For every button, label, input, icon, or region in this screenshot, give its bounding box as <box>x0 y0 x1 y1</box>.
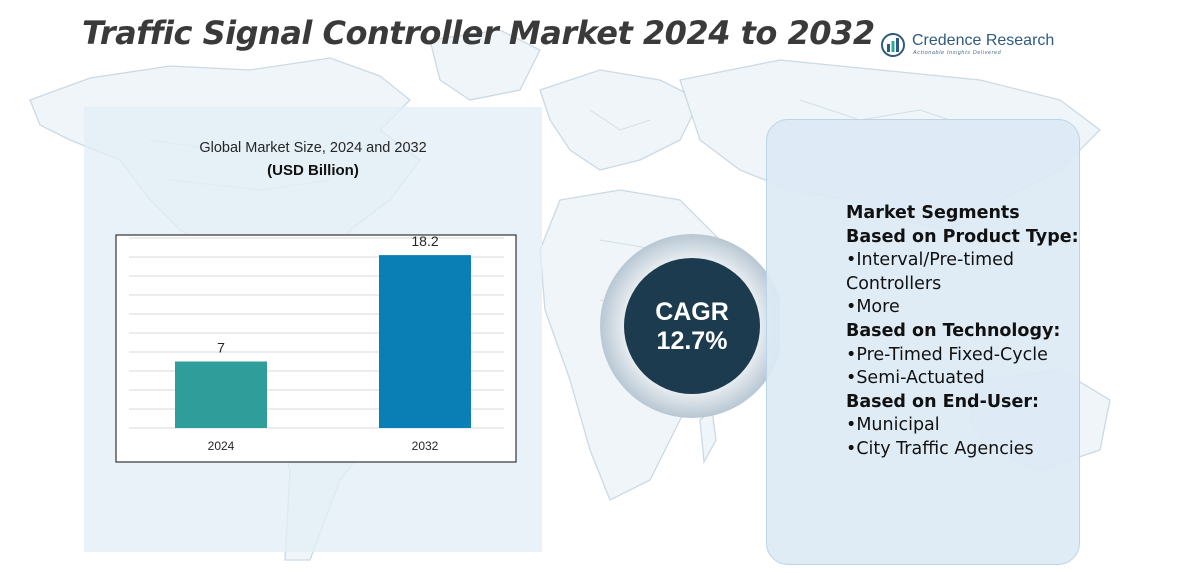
chart-subtitle: (USD Billion) <box>267 162 359 179</box>
segments-panel <box>766 119 1080 565</box>
bar-2032 <box>379 255 471 428</box>
segment-item: •Semi-Actuated <box>846 368 985 389</box>
segment-item: •More <box>846 297 900 318</box>
map-greenland <box>429 29 541 101</box>
segment-group-title: Based on End-User: <box>846 391 1039 412</box>
segment-item: •Municipal <box>846 415 940 436</box>
segments-heading: Market Segments <box>846 203 1020 223</box>
market-segments-list: Market Segments Based on Product Type: •… <box>846 202 1079 462</box>
cagr-value: 12.7% <box>656 327 728 355</box>
map-europe <box>539 69 701 171</box>
data-label-2032: 18.2 <box>411 233 438 249</box>
credence-research-logo: Credence Research Actionable Insights De… <box>880 30 1060 60</box>
segment-item: •City Traffic Agencies <box>846 438 1034 459</box>
bar-chart-logo-icon <box>881 33 905 57</box>
x-tick-label-2024: 2024 <box>208 439 235 453</box>
chart-title: Global Market Size, 2024 and 2032 <box>199 140 427 156</box>
segment-item: •Interval/Pre-timed Controllers <box>846 250 1015 294</box>
page-title: Traffic Signal Controller Market 2024 to… <box>82 14 875 52</box>
cagr-text: CAGR 12.7% <box>625 298 759 356</box>
logo-name: Credence Research <box>912 32 1055 49</box>
cagr-circle <box>624 258 760 394</box>
logo-tagline: Actionable Insights Delivered <box>913 50 1002 56</box>
segment-group-title: Based on Technology: <box>846 320 1061 341</box>
bar-2024 <box>175 361 267 428</box>
segment-item: •Pre-Timed Fixed-Cycle <box>846 344 1048 365</box>
segment-group-title: Based on Product Type: <box>846 226 1079 247</box>
data-label-2024: 7 <box>217 340 225 356</box>
cagr-label: CAGR <box>655 298 729 326</box>
x-tick-label-2032: 2032 <box>412 439 439 453</box>
cagr-badge <box>600 234 780 418</box>
